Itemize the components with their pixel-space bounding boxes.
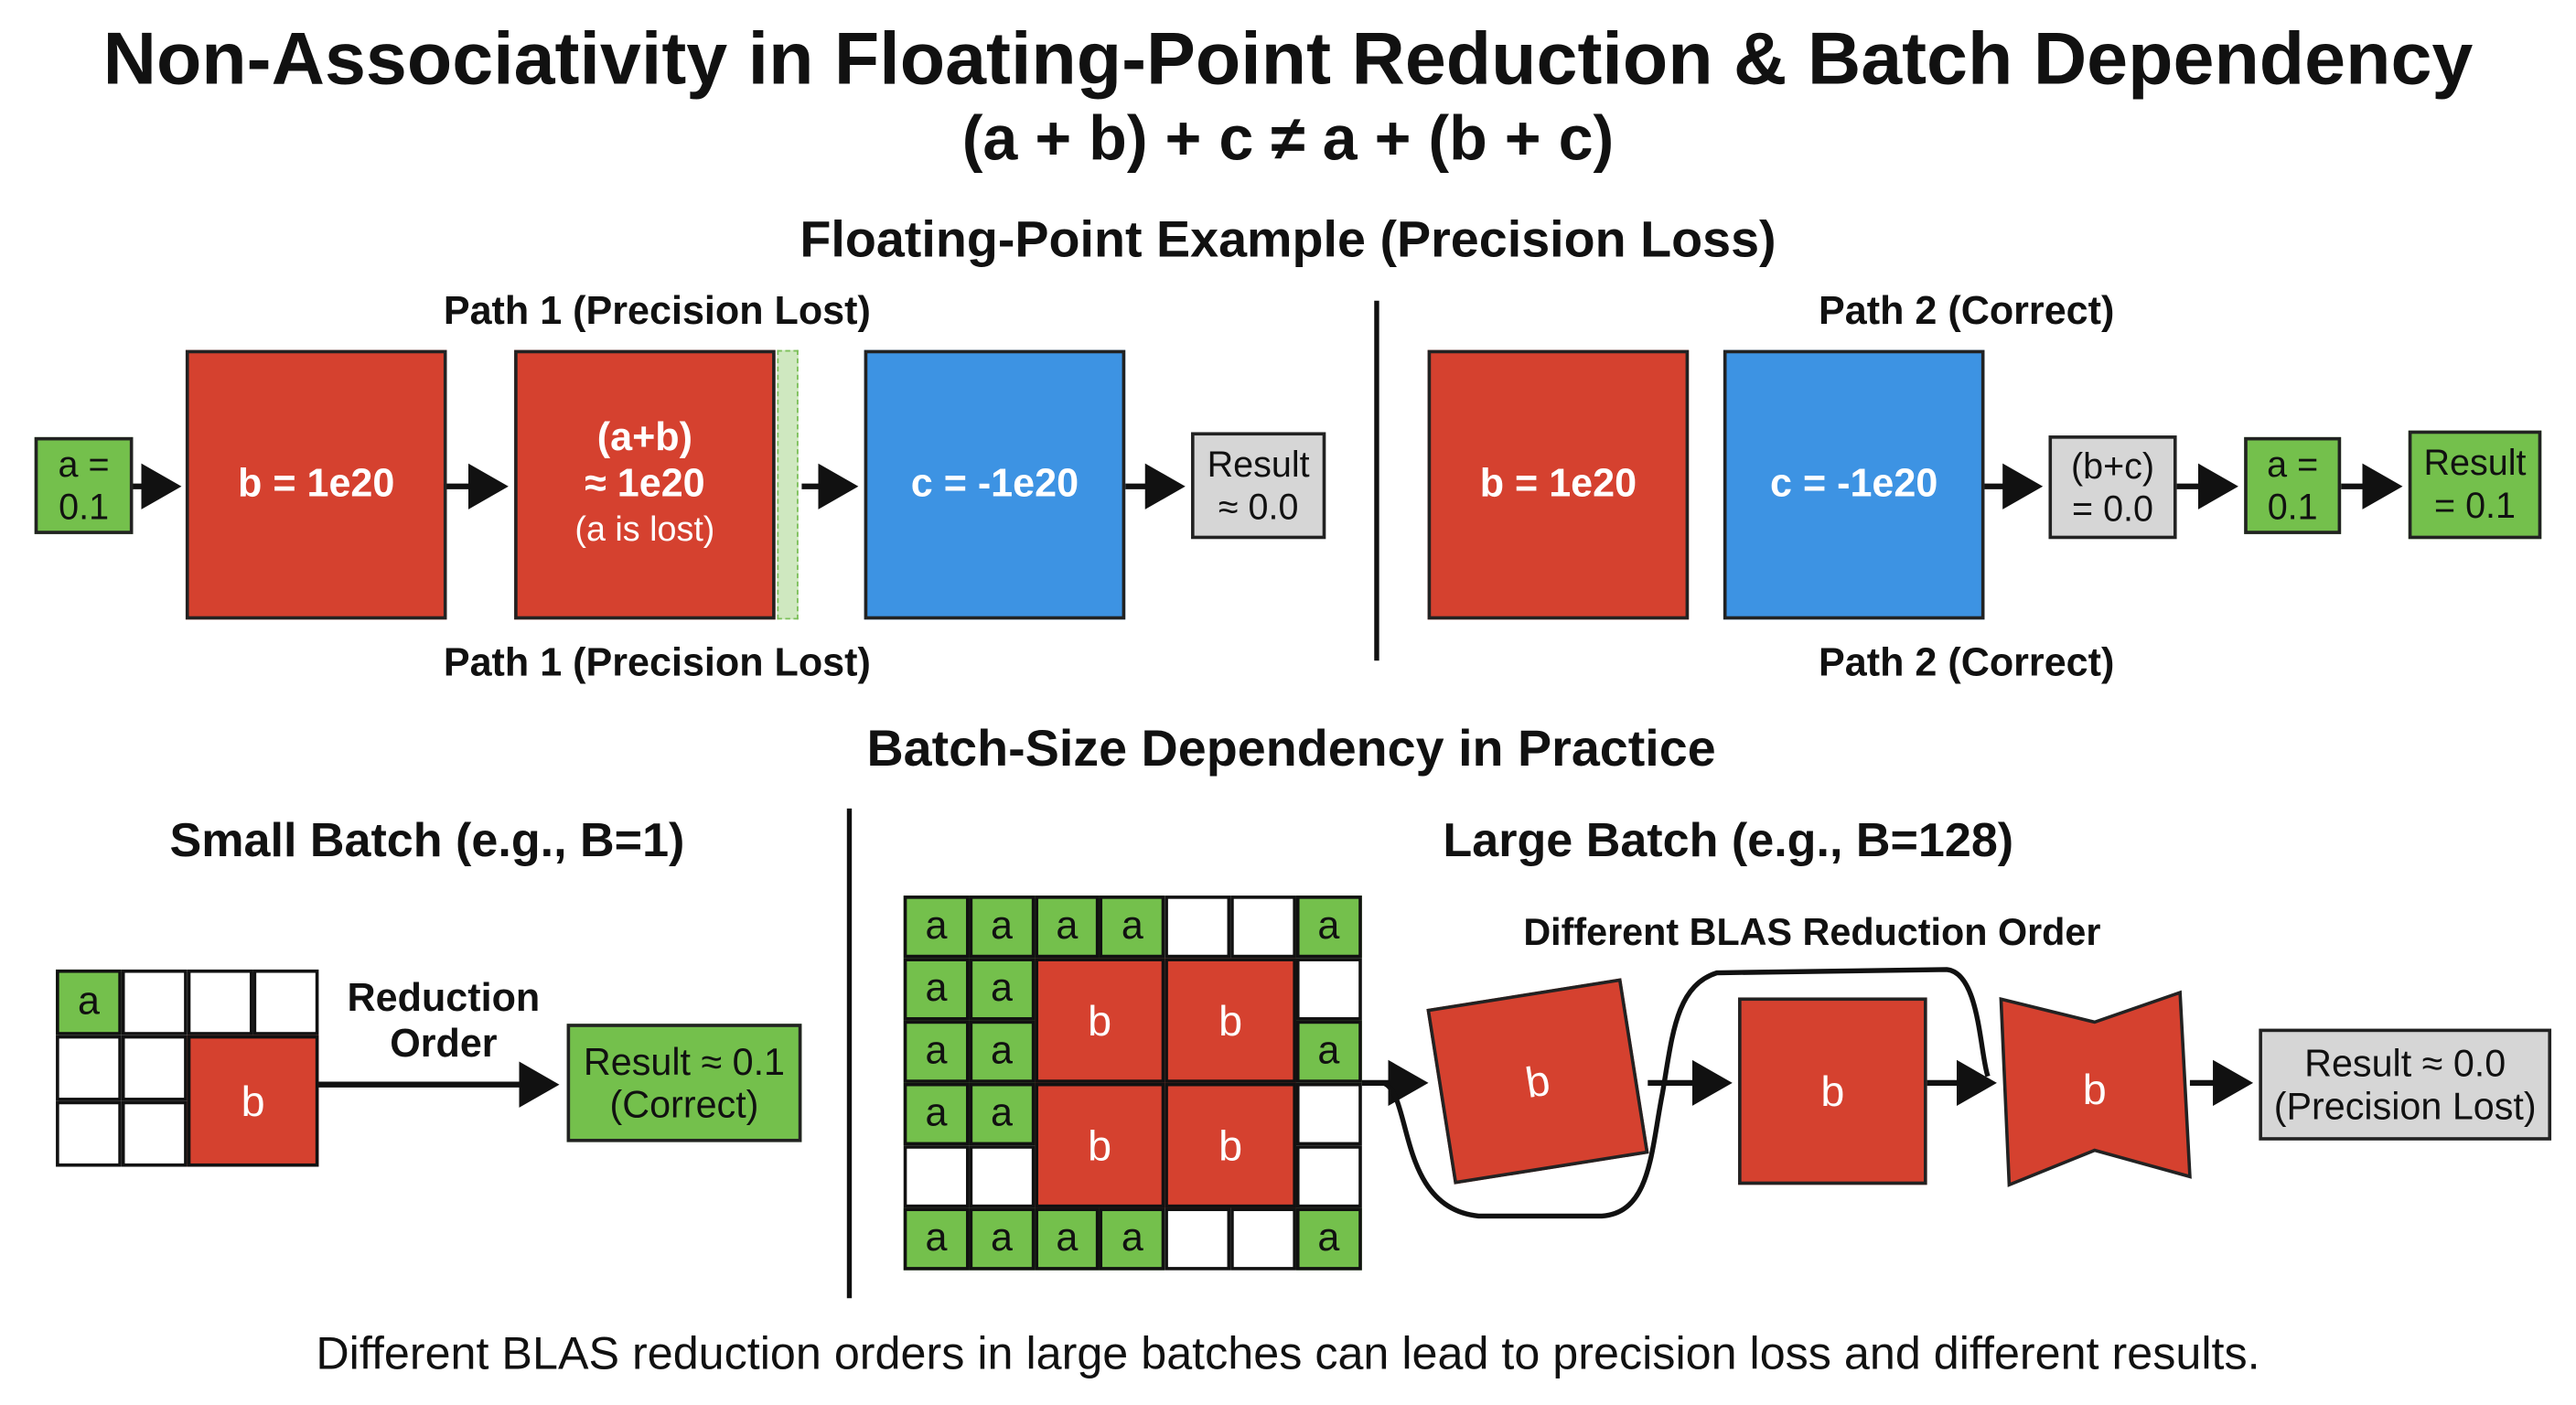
grid-cell-empty — [187, 969, 253, 1035]
ab-note: (a is lost) — [574, 510, 715, 550]
blas-stage-2: b — [1738, 997, 1927, 1185]
path2-b-box: b = 1e20 — [1427, 349, 1690, 620]
ab-expression: (a+b) — [596, 415, 692, 461]
grid-block-b: b — [1034, 1082, 1165, 1208]
grid-cell-empty — [903, 1145, 970, 1208]
a-label: a = — [2267, 443, 2319, 485]
stage-label: b — [1820, 1066, 1845, 1115]
a-value: 0.1 — [59, 485, 110, 527]
grid-cell-a: a — [969, 958, 1035, 1021]
path2-bc-box: (b+c) = 0.0 — [2048, 435, 2177, 540]
large-result-box: Result ≈ 0.0 (Precision Lost) — [2259, 1028, 2552, 1141]
grid-cell-empty — [121, 969, 188, 1035]
grid-cell-empty — [1230, 1207, 1296, 1271]
a-label: a = — [58, 443, 110, 485]
grid-cell-empty — [1295, 1145, 1362, 1208]
grid-cell-a: a — [969, 1082, 1035, 1146]
grid-cell-empty — [1295, 958, 1362, 1021]
grid-cell-empty — [56, 1100, 122, 1167]
bc-value: = 0.0 — [2072, 487, 2154, 529]
grid-cell-empty — [1295, 1082, 1362, 1146]
path2-label-bottom: Path 2 (Correct) — [1819, 640, 2115, 686]
grid-cell-a: a — [1034, 896, 1100, 959]
grid-cell-a: a — [1034, 1207, 1100, 1271]
ab-value: ≈ 1e20 — [585, 461, 705, 507]
grid-cell-empty — [1165, 896, 1231, 959]
grid-cell-a: a — [969, 896, 1035, 959]
b-value: b = 1e20 — [1479, 461, 1637, 507]
grid-cell-a: a — [56, 969, 122, 1035]
result-value: Result ≈ 0.1 — [583, 1040, 786, 1083]
result-note: (Precision Lost) — [2273, 1084, 2537, 1128]
grid-cell-a: a — [903, 1082, 970, 1146]
grid-cell-empty — [1165, 1207, 1231, 1271]
path1-a-box: a = 0.1 — [34, 436, 134, 534]
blas-stage-3-label: b — [2082, 1065, 2107, 1115]
grid-cell-a: a — [969, 1020, 1035, 1083]
footer-caption: Different BLAS reduction orders in large… — [316, 1327, 2260, 1379]
batch-heading: Batch-Size Dependency in Practice — [866, 719, 1716, 778]
grid-block-b: b — [1165, 1082, 1296, 1208]
grid-cell-a: a — [903, 958, 970, 1021]
page-title: Non-Associativity in Floating-Point Redu… — [102, 16, 2474, 101]
large-batch-title: Large Batch (e.g., B=128) — [1443, 815, 2014, 868]
reduction-label-line1: Reduction — [347, 976, 541, 1021]
b-value: b = 1e20 — [238, 461, 395, 507]
grid-cell-empty — [121, 1100, 188, 1167]
result-value: = 0.1 — [2434, 484, 2516, 526]
result-label: Result — [1207, 443, 1310, 485]
grid-cell-a: a — [1100, 1207, 1165, 1271]
grid-cell-a: a — [969, 1207, 1035, 1271]
blas-stage-1: b — [1426, 978, 1649, 1185]
grid-cell-empty — [56, 1035, 122, 1101]
result-value: ≈ 0.0 — [1218, 485, 1299, 527]
path1-ab-box: (a+b) ≈ 1e20 (a is lost) — [514, 349, 776, 620]
path1-result-box: Result ≈ 0.0 — [1191, 432, 1326, 540]
grid-cell-empty — [969, 1145, 1035, 1208]
grid-block-b: b — [1165, 958, 1296, 1083]
path1-label-top: Path 1 (Precision Lost) — [443, 289, 871, 334]
small-batch-title: Small Batch (e.g., B=1) — [169, 815, 685, 868]
grid-cell-empty — [121, 1035, 188, 1101]
stage-label: b — [1521, 1054, 1553, 1107]
formula: (a + b) + c ≠ a + (b + c) — [961, 104, 1615, 175]
grid-cell-a: a — [903, 896, 970, 959]
path2-result-box: Result = 0.1 — [2408, 430, 2542, 540]
grid-block-b: b — [1034, 958, 1165, 1083]
path2-c-box: c = -1e20 — [1723, 349, 1985, 620]
grid-cell-a: a — [1295, 896, 1362, 959]
lost-a-strip — [777, 349, 799, 620]
grid-cell-a: a — [903, 1020, 970, 1083]
grid-cell-empty — [252, 969, 319, 1035]
reduction-loop-curve — [1381, 967, 1991, 1219]
path1-c-box: c = -1e20 — [864, 349, 1126, 620]
grid-cell-a: a — [1295, 1020, 1362, 1083]
small-result-box: Result ≈ 0.1 (Correct) — [566, 1024, 802, 1142]
bc-expression: (b+c) — [2070, 444, 2155, 486]
a-value: 0.1 — [2267, 485, 2318, 527]
blas-order-label: Different BLAS Reduction Order — [1523, 910, 2101, 953]
grid-cell-empty — [1230, 896, 1296, 959]
c-value: c = -1e20 — [910, 461, 1079, 507]
result-note: (Correct) — [609, 1082, 759, 1126]
path2-label-top: Path 2 (Correct) — [1819, 289, 2115, 334]
reduction-order-label: Reduction Order — [348, 976, 541, 1068]
grid-cell-a: a — [903, 1207, 970, 1271]
path1-b-box: b = 1e20 — [185, 349, 447, 620]
path1-label-bottom: Path 1 (Precision Lost) — [443, 640, 871, 686]
grid-cell-b: b — [187, 1035, 319, 1167]
grid-cell-a: a — [1100, 896, 1165, 959]
fp-example-heading: Floating-Point Example (Precision Loss) — [800, 209, 1776, 268]
result-value: Result ≈ 0.0 — [2304, 1041, 2506, 1085]
path2-a-box: a = 0.1 — [2244, 436, 2342, 534]
result-label: Result — [2423, 442, 2527, 484]
grid-cell-a: a — [1295, 1207, 1362, 1271]
reduction-label-line2: Order — [390, 1022, 498, 1067]
c-value: c = -1e20 — [1769, 461, 1938, 507]
